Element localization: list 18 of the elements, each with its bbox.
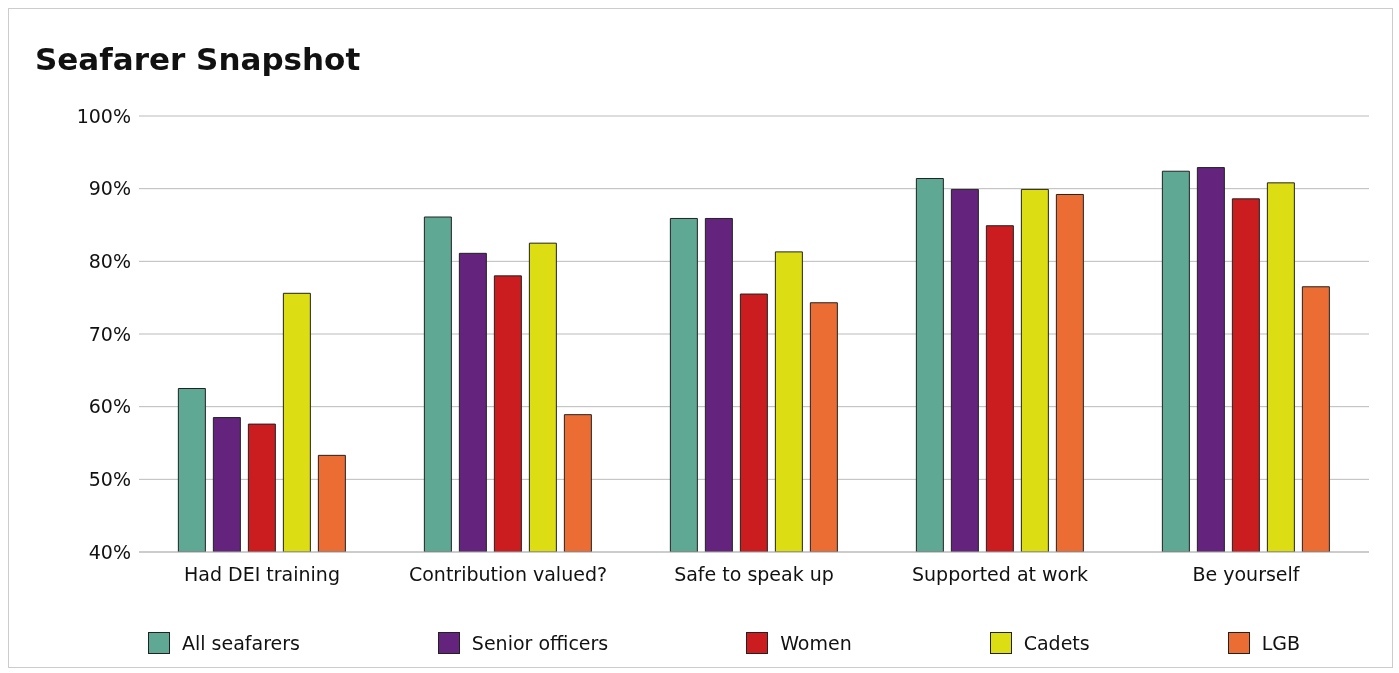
legend-label: Cadets — [1023, 632, 1090, 654]
x-tick-label: Supported at work — [911, 563, 1089, 586]
y-tick-label: 80% — [88, 250, 131, 273]
x-tick-label: Safe to speak up — [674, 563, 834, 586]
y-tick-label: 90% — [88, 177, 131, 200]
legend-label: LGB — [1261, 632, 1300, 654]
x-tick-label: Be yourself — [1192, 563, 1301, 586]
y-tick-label: 40% — [88, 540, 131, 563]
x-tick-label: Had DEI training — [184, 563, 340, 586]
legend-label: Women — [780, 632, 852, 654]
y-tick-label: 70% — [88, 322, 131, 345]
legend-label: Senior officers — [471, 632, 609, 654]
y-tick-label: 50% — [88, 468, 131, 491]
x-tick-label: Contribution valued? — [408, 563, 608, 586]
y-tick-label: 60% — [88, 395, 131, 418]
chart-title: Seafarer Snapshot — [35, 41, 361, 77]
legend-label: All seafarers — [181, 632, 300, 654]
y-tick-label: 100% — [76, 104, 131, 127]
